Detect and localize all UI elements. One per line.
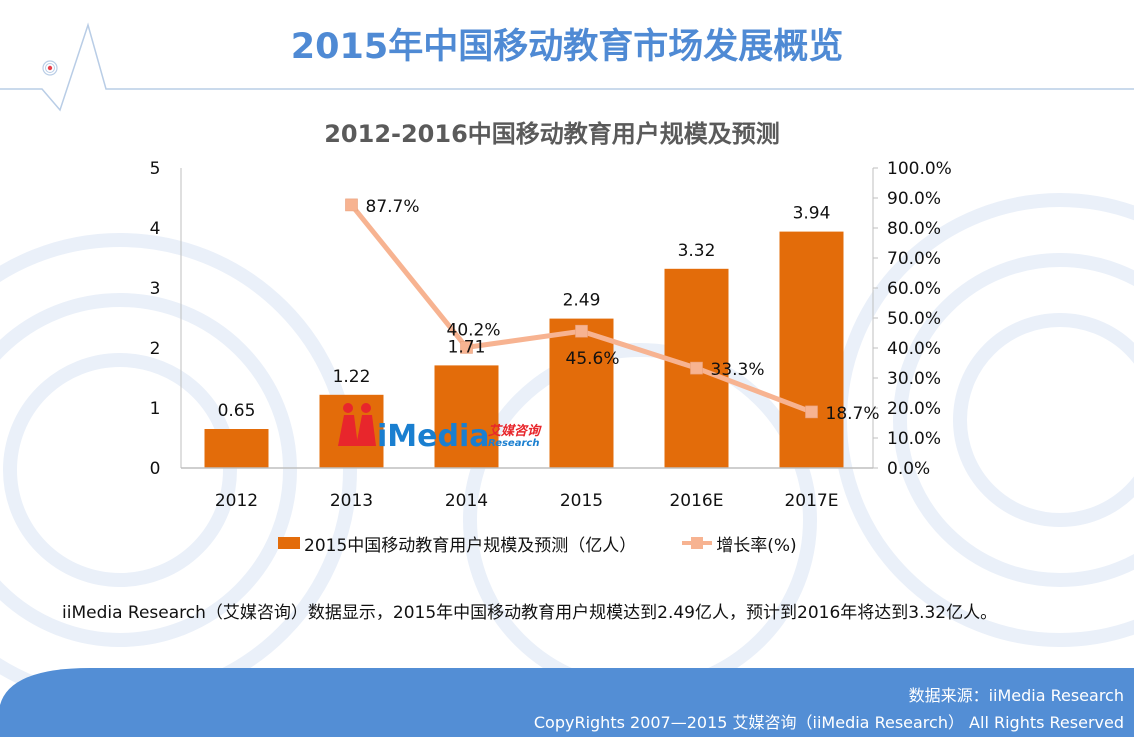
right-axis-tick-label: 70.0% bbox=[887, 249, 941, 269]
bar-value-label: 0.65 bbox=[218, 401, 256, 421]
footer-copyright: CopyRights 2007—2015 艾媒咨询（iiMedia Resear… bbox=[533, 713, 1124, 732]
right-axis-tick-label: 30.0% bbox=[887, 369, 941, 389]
right-axis-tick-label: 40.0% bbox=[887, 339, 941, 359]
left-axis: 0 1 2 3 4 5 bbox=[150, 159, 182, 479]
bar bbox=[779, 231, 844, 468]
growth-value-label: 87.7% bbox=[366, 197, 420, 217]
bar bbox=[549, 318, 614, 468]
right-axis-tick-label: 20.0% bbox=[887, 399, 941, 419]
bar bbox=[434, 365, 499, 468]
chart-title: 2012-2016中国移动教育用户规模及预测 bbox=[324, 120, 780, 148]
left-axis-tick-label: 5 bbox=[150, 159, 161, 179]
right-axis-tick-label: 80.0% bbox=[887, 219, 941, 239]
left-axis-tick-label: 1 bbox=[150, 399, 161, 419]
main-title: 2015年中国移动教育市场发展概览 bbox=[290, 27, 844, 67]
svg-text:iMedia: iMedia bbox=[377, 419, 490, 454]
x-axis-tick-label: 2016E bbox=[669, 491, 723, 511]
line-series bbox=[345, 198, 818, 419]
growth-marker bbox=[805, 405, 818, 419]
footer-band bbox=[0, 668, 1134, 737]
pulse-dot-icon bbox=[42, 60, 58, 76]
x-axis-tick-label: 2012 bbox=[215, 491, 258, 511]
left-axis-tick-label: 4 bbox=[150, 219, 161, 239]
x-axis-tick-label: 2017E bbox=[784, 491, 838, 511]
growth-value-label: 45.6% bbox=[566, 349, 620, 369]
right-axis-tick-label: 10.0% bbox=[887, 429, 941, 449]
bar bbox=[204, 429, 269, 468]
legend-line-swatch bbox=[682, 537, 713, 549]
x-axis-tick-label: 2015 bbox=[560, 491, 603, 511]
x-axis-tick-label: 2014 bbox=[445, 491, 488, 511]
growth-value-label: 18.7% bbox=[826, 404, 880, 424]
growth-marker bbox=[690, 361, 703, 375]
left-axis-tick-label: 0 bbox=[150, 459, 161, 479]
summary-text: iiMedia Research（艾媒咨询）数据显示，2015年中国移动教育用户… bbox=[62, 603, 998, 623]
right-axis-tick-label: 100.0% bbox=[887, 159, 952, 179]
svg-text:Research: Research bbox=[488, 438, 539, 449]
bar-value-label: 1.22 bbox=[333, 367, 371, 387]
line-data-labels: 87.7% 40.2% 45.6% 33.3% 18.7% bbox=[366, 197, 880, 424]
growth-marker bbox=[345, 198, 358, 212]
heartbeat-line bbox=[0, 22, 1134, 112]
legend-bar-swatch bbox=[278, 537, 300, 549]
bar-value-label: 3.32 bbox=[678, 241, 716, 261]
growth-value-label: 40.2% bbox=[447, 320, 501, 340]
right-axis-tick-label: 50.0% bbox=[887, 309, 941, 329]
right-axis-tick-label: 0.0% bbox=[887, 459, 930, 479]
left-axis-tick-label: 2 bbox=[150, 339, 161, 359]
right-axis-tick-label: 90.0% bbox=[887, 189, 941, 209]
legend-item-growth[interactable]: 增长率(%) bbox=[682, 531, 797, 556]
left-axis-tick-label: 3 bbox=[150, 279, 161, 299]
combo-chart: 0 1 2 3 4 5 0.0% 10.0% 20.0% 30.0% 40.0% 50.0% 60.0… bbox=[150, 159, 952, 511]
growth-marker bbox=[575, 324, 588, 338]
bar-value-label: 2.49 bbox=[563, 291, 601, 311]
bar-value-label: 3.94 bbox=[793, 204, 831, 224]
right-axis: 0.0% 10.0% 20.0% 30.0% 40.0% 50.0% 60.0% 70.0% 8… bbox=[872, 159, 952, 479]
footer-source: 数据来源：iiMedia Research bbox=[908, 686, 1124, 705]
growth-value-label: 33.3% bbox=[711, 360, 765, 380]
right-axis-tick-label: 60.0% bbox=[887, 279, 941, 299]
bar-data-labels: 0.65 1.22 1.71 2.49 3.32 3.94 bbox=[218, 204, 831, 421]
chart-legend: 2015中国移动教育用户规模及预测（亿人） 增长率(%) bbox=[278, 530, 797, 556]
svg-text:艾媒咨询: 艾媒咨询 bbox=[488, 423, 542, 439]
legend-item-users[interactable]: 2015中国移动教育用户规模及预测（亿人） bbox=[278, 531, 636, 556]
bar-value-label: 1.71 bbox=[448, 337, 486, 357]
legend-label-users: 2015中国移动教育用户规模及预测（亿人） bbox=[304, 535, 637, 556]
legend-label-growth: 增长率(%) bbox=[716, 535, 797, 556]
growth-marker bbox=[460, 341, 473, 354]
x-axis: 2012 2013 2014 2015 2016E 2017E bbox=[181, 467, 873, 511]
imedia-watermark-logo: iMedia 艾媒咨询 Research bbox=[338, 403, 542, 454]
x-axis-tick-label: 2013 bbox=[330, 491, 373, 511]
